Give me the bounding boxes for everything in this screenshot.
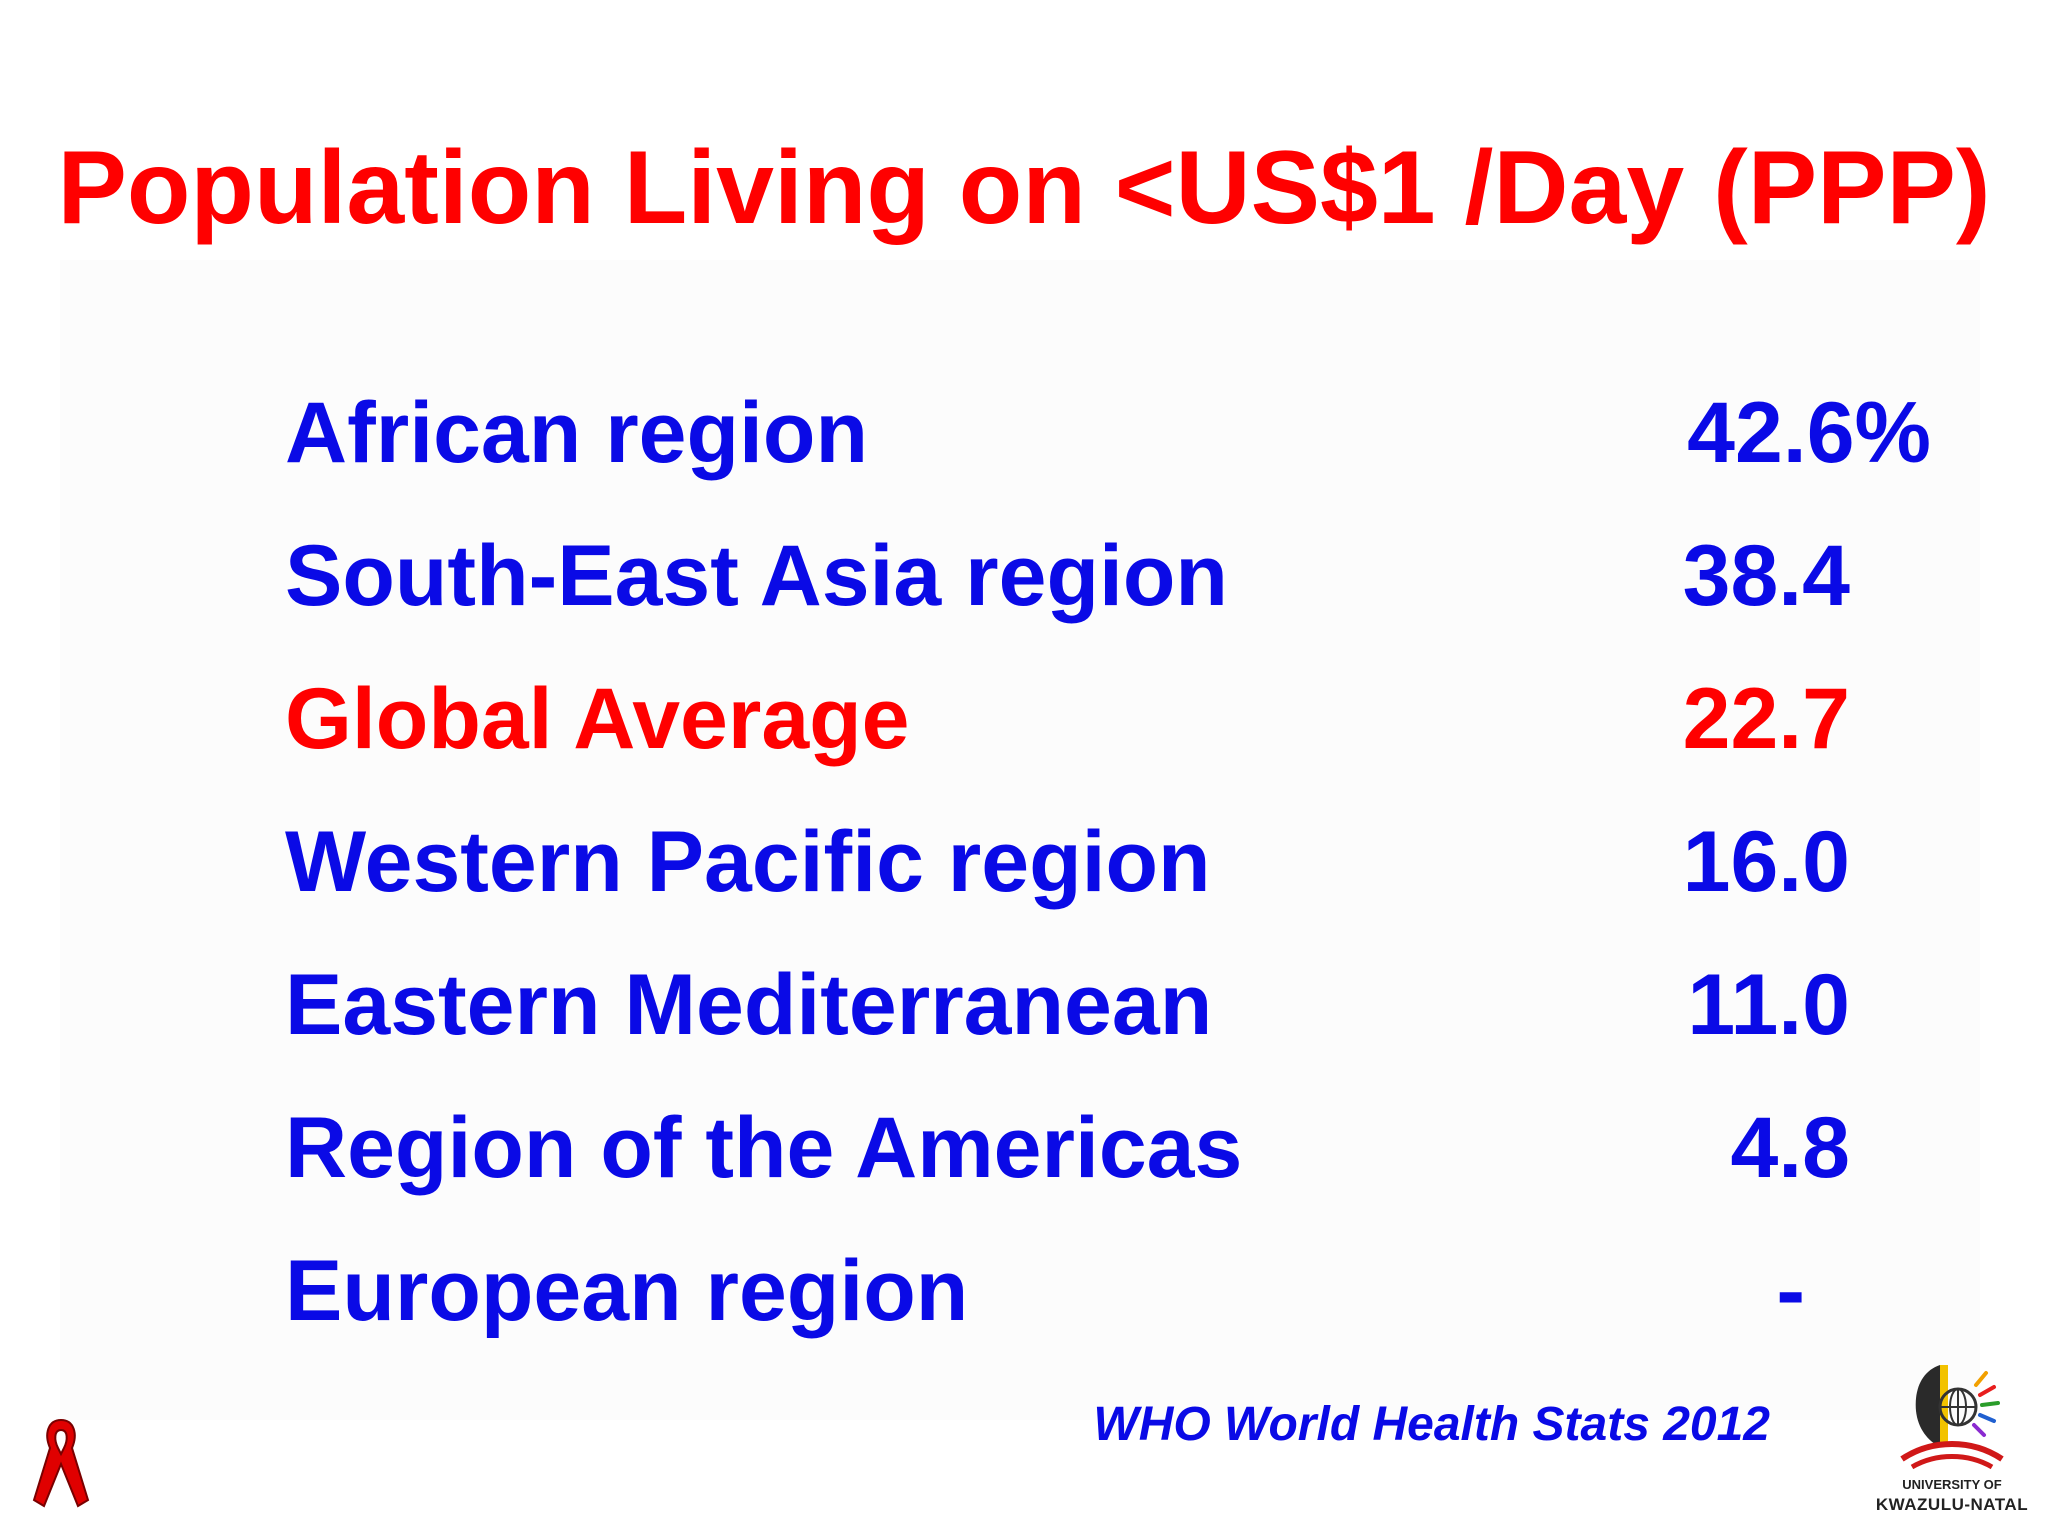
table-row: Western Pacific region 16.0 [285,812,1945,955]
row-value: 38.4 [1682,528,1850,624]
table-row: Region of the Americas 4.8 [285,1098,1945,1241]
logo-text-line1: UNIVERSITY OF [1902,1477,2002,1492]
red-ribbon-icon [26,1412,96,1512]
row-label: Eastern Mediterranean [285,957,1213,1053]
row-label: Region of the Americas [285,1100,1243,1196]
data-table: African region 42.6% South-East Asia reg… [285,383,1945,1384]
slide-title: Population Living on <US$1 /Day (PPP) [57,130,1991,246]
table-row-highlight: Global Average 22.7 [285,669,1945,812]
row-label: European region [285,1243,969,1339]
row-value: 22.7 [1682,671,1850,767]
row-value: - [1776,1243,1805,1339]
slide-panel [60,260,1980,1420]
row-value: 4.8 [1730,1100,1850,1196]
table-row: South-East Asia region 38.4 [285,526,1945,669]
logo-text-line2: KWAZULU-NATAL [1875,1495,2029,1514]
row-label: Global Average [285,671,910,767]
row-value: 11.0 [1687,957,1850,1053]
source-citation: WHO World Health Stats 2012 [1093,1398,1770,1451]
row-label: South-East Asia region [285,528,1228,624]
row-value: 42.6% [1687,385,1931,481]
table-row: European region - [285,1241,1945,1384]
row-value: 16.0 [1682,814,1850,910]
logo-emblem-icon [1900,1365,2004,1470]
university-logo: UNIVERSITY OF KWAZULU-NATAL [1862,1355,2042,1525]
table-row: Eastern Mediterranean 11.0 [285,955,1945,1098]
row-label: African region [285,385,868,481]
table-row: African region 42.6% [285,383,1945,526]
row-label: Western Pacific region [285,814,1211,910]
